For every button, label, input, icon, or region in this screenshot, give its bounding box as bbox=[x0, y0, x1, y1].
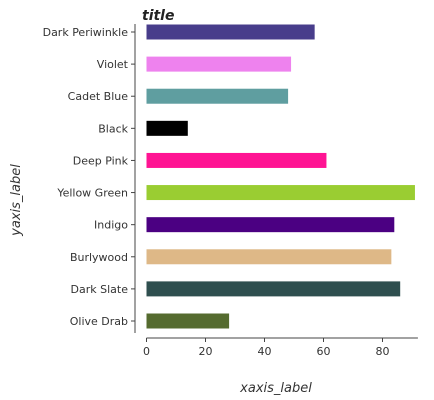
y-tick-label-burlywood: Burlywood bbox=[70, 251, 128, 264]
y-tick-label-deep-pink: Deep Pink bbox=[73, 154, 129, 167]
y-tick-label-dark-periwinkle: Dark Periwinkle bbox=[43, 26, 129, 39]
y-axis-title: yaxis_label bbox=[9, 164, 24, 237]
bar-burlywood bbox=[146, 249, 392, 265]
y-tick-label-violet: Violet bbox=[97, 58, 129, 71]
bar-deep-pink bbox=[146, 152, 327, 168]
y-tick-label-cadet-blue: Cadet Blue bbox=[68, 90, 129, 103]
x-axis-title: xaxis_label bbox=[239, 381, 312, 396]
bar-black bbox=[146, 120, 188, 136]
x-axis-ticks: 0 20 40 60 80 bbox=[143, 338, 390, 358]
y-tick-label-black: Black bbox=[98, 122, 128, 135]
chart-title: title bbox=[142, 8, 174, 24]
x-tick-label: 60 bbox=[317, 345, 331, 358]
y-tick-label-yellow-green: Yellow Green bbox=[56, 187, 128, 200]
x-tick-label: 40 bbox=[258, 345, 272, 358]
x-tick-label: 80 bbox=[376, 345, 390, 358]
bar-yellow-green bbox=[146, 185, 415, 201]
x-tick-label: 0 bbox=[143, 345, 150, 358]
bar-violet bbox=[146, 56, 292, 72]
bar-olive-drab bbox=[146, 313, 230, 329]
y-axis-ticks: Olive Drab Dark Slate Burlywood Indigo Yello… bbox=[43, 26, 135, 328]
bar-dark-periwinkle bbox=[146, 24, 315, 40]
y-tick-label-olive-drab: Olive Drab bbox=[70, 315, 128, 328]
bar-dark-slate bbox=[146, 281, 401, 297]
bars-group bbox=[146, 24, 415, 329]
bar-indigo bbox=[146, 217, 395, 233]
y-tick-label-dark-slate: Dark Slate bbox=[71, 283, 129, 296]
bar-cadet-blue bbox=[146, 88, 289, 104]
x-tick-label: 20 bbox=[199, 345, 213, 358]
y-tick-label-indigo: Indigo bbox=[94, 219, 128, 232]
